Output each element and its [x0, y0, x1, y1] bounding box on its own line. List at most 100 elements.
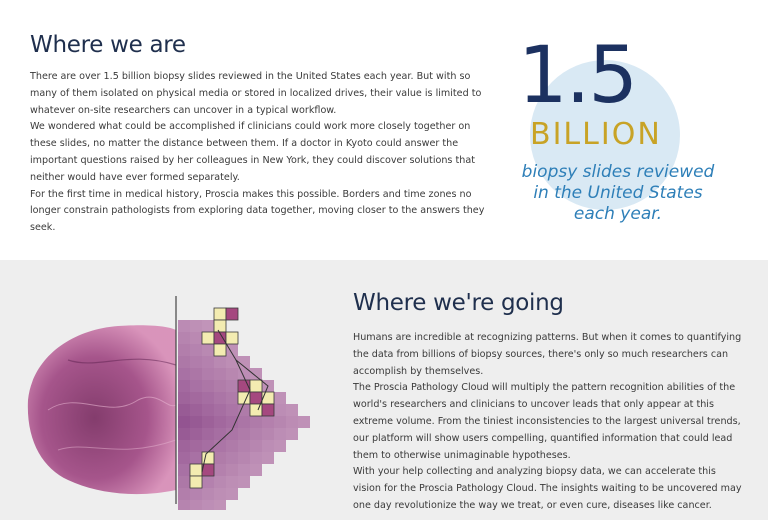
- pixel-cell: [178, 380, 190, 392]
- pixel-cell: [250, 416, 262, 428]
- pixel-cell: [214, 440, 226, 452]
- where-going-paragraph-1: Humans are incredible at recognizing pat…: [353, 332, 742, 377]
- pixel-cell: [178, 488, 190, 500]
- pixel-cell: [202, 500, 214, 510]
- pixel-cell: [214, 368, 226, 380]
- pixel-cell: [178, 356, 190, 368]
- highlighted-pixel-cell: [261, 403, 275, 417]
- pixel-cell: [214, 380, 226, 392]
- pixel-cell: [226, 380, 238, 392]
- pixel-cell: [178, 332, 190, 344]
- pixel-cell: [178, 464, 190, 476]
- pixel-cell: [214, 464, 226, 476]
- pixel-cell: [238, 416, 250, 428]
- where-we-are-body: There are over 1.5 billion biopsy slides…: [30, 69, 488, 237]
- pixel-cell: [238, 476, 250, 488]
- pixel-cell: [214, 488, 226, 500]
- pixel-cell: [202, 476, 214, 488]
- highlighted-pixel-cell: [213, 307, 227, 321]
- stat-unit: BILLION: [530, 117, 662, 152]
- pixel-cell: [226, 344, 238, 356]
- pixel-cell: [178, 392, 190, 404]
- pixel-cell: [190, 356, 202, 368]
- stat-background-circle: [530, 60, 680, 210]
- pixel-cell: [274, 392, 286, 404]
- pixel-cell: [178, 476, 190, 488]
- pixel-cell: [214, 404, 226, 416]
- pixel-cell: [190, 404, 202, 416]
- pixel-cell: [238, 428, 250, 440]
- pixel-cell: [214, 476, 226, 488]
- pixel-cell: [178, 368, 190, 380]
- pixel-cell: [202, 404, 214, 416]
- pixel-cell: [226, 440, 238, 452]
- where-going-paragraph-3: With your help collecting and analyzing …: [353, 466, 742, 511]
- biopsy-stat-callout: 1.5 BILLION biopsy slides reviewed in th…: [490, 30, 750, 240]
- pixel-cell: [226, 356, 238, 368]
- pixel-cell: [214, 452, 226, 464]
- pixel-cell: [262, 416, 274, 428]
- highlighted-pixel-cell: [249, 379, 263, 393]
- pixel-cell: [214, 500, 226, 510]
- highlighted-pixel-cell: [225, 331, 239, 345]
- pixel-cell: [226, 416, 238, 428]
- pixel-cell: [214, 428, 226, 440]
- pixel-cell: [238, 452, 250, 464]
- pixel-cell: [202, 344, 214, 356]
- where-going-paragraph-2: The Proscia Pathology Cloud will multipl…: [353, 382, 741, 461]
- pixel-cell: [178, 320, 190, 332]
- pixel-cell: [190, 452, 202, 464]
- pixel-cell: [178, 404, 190, 416]
- pixel-cell: [202, 428, 214, 440]
- highlighted-pixel-cell: [249, 391, 263, 405]
- where-we-are-paragraph-3: For the first time in medical history, P…: [30, 188, 485, 234]
- stat-number: 1.5: [518, 31, 638, 121]
- pixel-cell: [286, 428, 298, 440]
- where-we-are-section: Where we are There are over 1.5 billion …: [30, 30, 750, 240]
- pixel-cell: [190, 380, 202, 392]
- stat-caption-line-3: each year.: [573, 204, 663, 224]
- pixel-cell: [190, 320, 202, 332]
- pixel-cell: [238, 356, 250, 368]
- pixel-cell: [190, 392, 202, 404]
- pixel-cell: [202, 392, 214, 404]
- highlighted-pixel-cell: [213, 319, 227, 333]
- pixel-cell: [226, 404, 238, 416]
- pattern-connection-line-2: [235, 359, 269, 411]
- pixel-cell: [250, 440, 262, 452]
- pixel-cell: [190, 344, 202, 356]
- where-we-are-paragraph-2: We wondered what could be accomplished i…: [30, 121, 475, 183]
- pattern-connection-line: [201, 329, 251, 473]
- pixel-cell: [250, 428, 262, 440]
- pixel-cell: [226, 488, 238, 500]
- pixel-cell: [202, 368, 214, 380]
- where-we-are-paragraph-1: There are over 1.5 billion biopsy slides…: [30, 71, 482, 116]
- pixel-cell: [190, 440, 202, 452]
- tissue-pixelation-illustration: [27, 296, 310, 510]
- highlighted-pixel-cell: [213, 343, 227, 357]
- stat-caption: biopsy slides reviewed in the United Sta…: [494, 162, 742, 225]
- pixel-cell: [226, 428, 238, 440]
- pixel-cell: [202, 440, 214, 452]
- tissue-sample-shape: [27, 325, 176, 495]
- highlighted-pixel-cell: [201, 331, 215, 345]
- pixel-cell: [226, 464, 238, 476]
- stat-caption-line-1: biopsy slides reviewed: [521, 162, 715, 182]
- pixel-cell: [202, 416, 214, 428]
- pixel-cell: [262, 428, 274, 440]
- pixel-cell: [178, 452, 190, 464]
- pixel-cell: [190, 332, 202, 344]
- pixel-cell: [286, 416, 298, 428]
- pixel-cell: [226, 452, 238, 464]
- pixel-cell: [226, 476, 238, 488]
- highlighted-pixel-cell: [189, 475, 203, 489]
- pixel-cell: [226, 368, 238, 380]
- stat-caption-line-2: in the United States: [533, 183, 703, 203]
- pixel-cell: [202, 320, 214, 332]
- pixel-cell: [202, 380, 214, 392]
- pixel-cell: [286, 404, 298, 416]
- pixel-cell: [274, 404, 286, 416]
- highlighted-pixel-cell: [261, 391, 275, 405]
- pixel-cell: [214, 392, 226, 404]
- highlighted-pixel-cell: [225, 307, 239, 321]
